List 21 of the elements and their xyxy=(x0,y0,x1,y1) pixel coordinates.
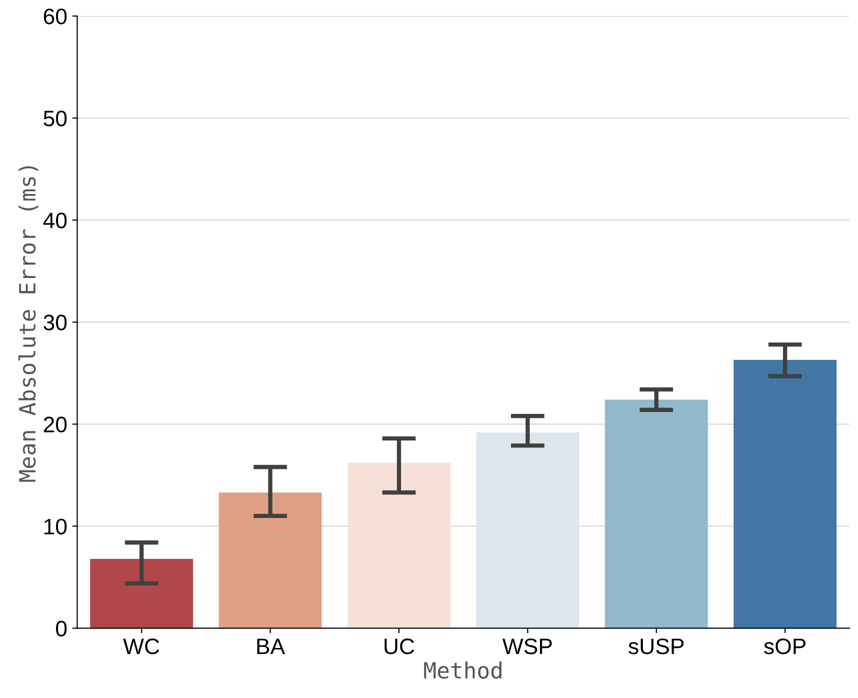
y-tick-label: 20 xyxy=(44,416,67,432)
y-axis-title: Mean Absolute Error (ms) xyxy=(18,166,38,482)
x-tick-label: WC xyxy=(123,638,160,654)
y-tick-label: 60 xyxy=(44,8,67,24)
x-tick-label: WSP xyxy=(502,638,552,654)
x-tick-label: sUSP xyxy=(628,638,684,654)
x-axis-title: Method xyxy=(424,662,502,679)
y-tick-label: 10 xyxy=(44,518,67,534)
y-tick-label: 30 xyxy=(44,314,67,330)
bar xyxy=(218,492,322,628)
bar xyxy=(347,462,450,628)
x-tick-label: UC xyxy=(384,638,414,654)
bar xyxy=(90,558,194,628)
x-tick-label: BA xyxy=(257,638,286,654)
y-tick-label: 50 xyxy=(44,110,67,126)
y-tick-label: 40 xyxy=(43,212,67,228)
bar xyxy=(604,400,708,628)
bar xyxy=(476,432,580,628)
bar xyxy=(734,360,837,628)
y-tick-label: 0 xyxy=(56,620,67,636)
x-tick-label: sOP xyxy=(764,638,806,654)
